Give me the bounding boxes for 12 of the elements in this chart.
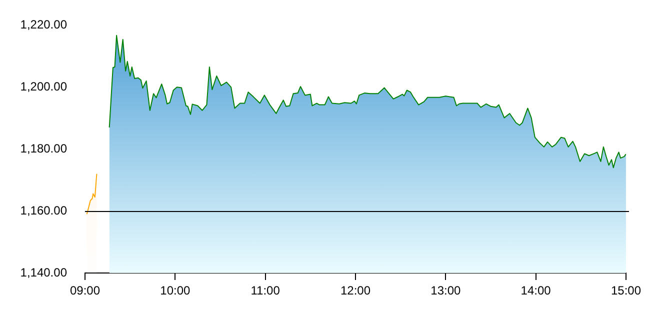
y-tick-label: 1,180.00 [20, 141, 68, 156]
x-tick-label: 11:00 [250, 284, 280, 298]
x-tick-label: 15:00 [610, 284, 642, 298]
y-tick-label: 1,220.00 [20, 18, 68, 32]
x-tick-label: 12:00 [340, 284, 371, 298]
y-tick-label: 1,160.00 [20, 203, 68, 218]
y-tick-label: 1,200.00 [20, 79, 68, 94]
x-tick-label: 14:00 [520, 284, 552, 298]
x-tick-label: 13:00 [430, 284, 461, 298]
y-tick-label: 1,140.00 [20, 265, 68, 280]
x-tick-label: 10:00 [160, 284, 191, 298]
x-tick-label: 09:00 [70, 284, 100, 298]
